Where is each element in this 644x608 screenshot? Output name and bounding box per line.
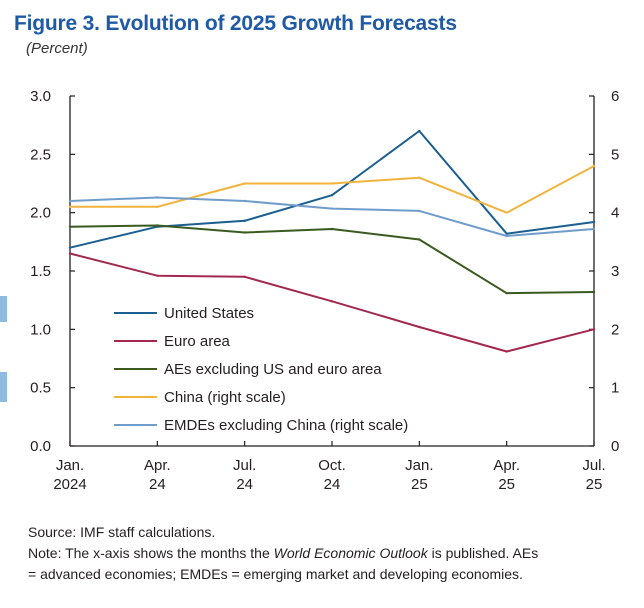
line-chart: 0.0 0.5 1.0 1.5 2.0 2.5 3.0 0 1 2 3 4 5 6 Jan. 2024 Apr.…	[30, 88, 619, 493]
edge-marker-bottom	[0, 372, 7, 402]
axis-note: Note: The x-axis shows the months the Wo…	[28, 545, 539, 561]
data-point-china-right-scale	[505, 211, 508, 214]
data-point-emdes-excluding-china-right-scale	[243, 199, 246, 203]
x-tick-label: Jul. 24	[233, 457, 256, 493]
data-point-united-states	[243, 219, 246, 223]
x-tick-label: Oct. 24	[318, 457, 346, 493]
right-tick-label: 4	[611, 205, 619, 222]
data-point-aes-excluding-us-and-euro-area	[505, 291, 508, 295]
right-tick-label: 5	[611, 146, 619, 163]
x-tick-label: Jan. 2024	[53, 457, 86, 493]
edge-marker-top	[0, 296, 7, 322]
data-point-aes-excluding-us-and-euro-area	[592, 290, 596, 294]
data-point-euro-area	[418, 325, 421, 329]
left-tick-label: 0.5	[30, 380, 51, 397]
data-point-emdes-excluding-china-right-scale	[505, 234, 508, 238]
data-point-aes-excluding-us-and-euro-area	[418, 238, 421, 241]
right-tick-label: 3	[611, 263, 619, 280]
right-tick-label: 6	[611, 88, 619, 105]
data-point-emdes-excluding-china-right-scale	[68, 199, 72, 203]
data-point-china-right-scale	[156, 205, 159, 209]
right-tick-label: 1	[611, 380, 619, 397]
data-point-china-right-scale	[330, 182, 334, 185]
chart-series	[68, 129, 596, 353]
data-point-aes-excluding-us-and-euro-area	[68, 225, 72, 228]
data-point-united-states	[330, 193, 334, 197]
data-point-euro-area	[68, 252, 72, 255]
data-point-euro-area	[243, 275, 246, 279]
data-point-euro-area	[505, 350, 508, 353]
legend-label-china-right-scale: China (right scale)	[164, 389, 286, 406]
data-point-united-states	[592, 220, 596, 224]
right-tick-label: 0	[611, 438, 619, 455]
abbreviation-note: = advanced economies; EMDEs = emerging m…	[28, 566, 523, 582]
left-tick-label: 1.5	[30, 263, 51, 280]
legend-label-emdes-excluding-china-right-scale: EMDEs excluding China (right scale)	[164, 417, 408, 434]
data-point-united-states	[68, 246, 72, 249]
data-point-emdes-excluding-china-right-scale	[330, 207, 334, 210]
data-point-emdes-excluding-china-right-scale	[156, 196, 159, 199]
chart-axes: 0.0 0.5 1.0 1.5 2.0 2.5 3.0 0 1 2 3 4 5 6 Jan. 2024 Apr.…	[30, 88, 619, 493]
x-tick-label: Jul. 25	[582, 457, 605, 493]
data-point-euro-area	[156, 274, 159, 277]
data-point-euro-area	[330, 300, 334, 303]
data-point-emdes-excluding-china-right-scale	[418, 209, 421, 213]
left-tick-label: 0.0	[30, 438, 51, 455]
figure-subtitle: (Percent)	[26, 40, 88, 57]
data-point-china-right-scale	[243, 182, 246, 185]
chart-legend: United States Euro area AEs excluding US a…	[114, 305, 408, 434]
left-tick-label: 3.0	[30, 88, 51, 105]
legend-label-united-states: United States	[164, 305, 254, 322]
data-point-aes-excluding-us-and-euro-area	[156, 224, 159, 227]
data-point-euro-area	[592, 328, 596, 331]
data-point-emdes-excluding-china-right-scale	[592, 227, 596, 231]
figure-notes: Source: IMF staff calculations. Note: Th…	[28, 522, 538, 585]
data-point-united-states	[505, 232, 508, 235]
x-tick-label: Apr. 25	[493, 457, 520, 493]
weo-title: World Economic Outlook	[273, 545, 428, 561]
data-point-aes-excluding-us-and-euro-area	[243, 231, 246, 234]
left-tick-label: 1.0	[30, 321, 51, 338]
data-point-china-right-scale	[68, 205, 72, 209]
right-tick-label: 2	[611, 321, 619, 338]
legend-label-euro-area: Euro area	[164, 333, 231, 350]
data-point-china-right-scale	[592, 164, 596, 168]
x-tick-label: Apr. 24	[144, 457, 171, 493]
data-point-china-right-scale	[418, 176, 421, 179]
x-tick-label: Jan. 25	[405, 457, 433, 493]
legend-label-aes-excluding-us-and-euro-area: AEs excluding US and euro area	[164, 361, 382, 378]
data-point-united-states	[418, 129, 421, 133]
figure-title: Figure 3. Evolution of 2025 Growth Forec…	[14, 12, 457, 35]
series-line-emdes-excluding-china-right-scale	[69, 196, 595, 237]
left-tick-label: 2.0	[30, 205, 51, 222]
source-note: Source: IMF staff calculations.	[28, 524, 216, 540]
left-tick-label: 2.5	[30, 146, 51, 163]
data-point-aes-excluding-us-and-euro-area	[330, 227, 334, 231]
series-line-china-right-scale	[70, 165, 595, 214]
